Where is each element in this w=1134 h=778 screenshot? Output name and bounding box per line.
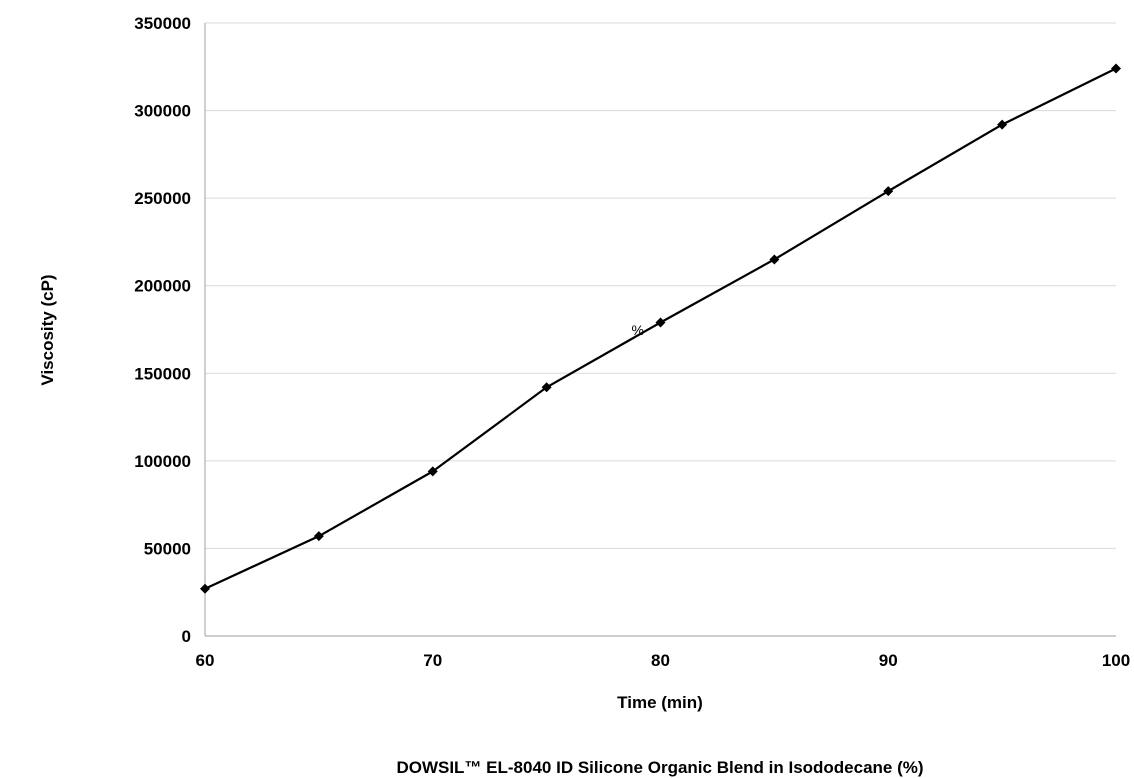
data-point-marker <box>541 382 552 393</box>
y-tick-label: 0 <box>182 627 191 646</box>
data-point-marker <box>997 119 1008 130</box>
x-tick-label: 100 <box>1102 651 1130 670</box>
x-tick-label: 80 <box>651 651 670 670</box>
data-point-marker <box>883 186 894 197</box>
data-point-marker <box>313 531 324 542</box>
y-tick-label: 300000 <box>134 102 191 121</box>
chart-caption: DOWSIL™ EL-8040 ID Silicone Organic Blen… <box>396 758 923 777</box>
tick-labels: 0 50000 100000 150000 200000 250000 300000 3500… <box>134 14 1130 670</box>
y-tick-label: 250000 <box>134 189 191 208</box>
y-tick-label: 200000 <box>134 277 191 296</box>
y-axis-title: Viscosity (cP) <box>38 274 57 385</box>
x-tick-label: 70 <box>423 651 442 670</box>
series-layer <box>200 63 1121 594</box>
x-axis-title: Time (min) <box>617 693 703 712</box>
data-point-marker <box>769 254 780 265</box>
x-tick-label: 60 <box>196 651 215 670</box>
y-tick-label: 50000 <box>144 539 191 558</box>
y-tick-label: 100000 <box>134 452 191 471</box>
y-tick-label: 350000 <box>134 14 191 33</box>
annotations: % <box>631 322 643 338</box>
axes <box>204 23 1116 637</box>
gridlines <box>205 22 1116 549</box>
data-point-marker <box>427 466 438 477</box>
x-tick-label: 90 <box>879 651 898 670</box>
y-tick-label: 150000 <box>134 364 191 383</box>
data-point-marker <box>200 583 210 594</box>
data-point-marker <box>655 317 666 328</box>
data-point-marker <box>1111 63 1121 74</box>
series-line <box>204 67 1117 590</box>
chart-annotation: % <box>631 322 643 338</box>
